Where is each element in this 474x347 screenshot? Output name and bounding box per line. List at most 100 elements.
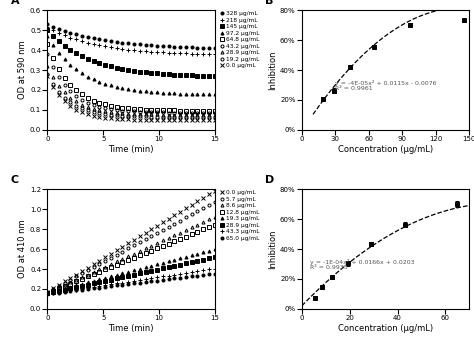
64.8 μg/mL <box>183 109 189 113</box>
65.0 μg/mL <box>206 272 212 276</box>
28.9 μg/mL <box>154 112 160 117</box>
43.3 μg/mL <box>137 278 143 282</box>
97.2 μg/mL <box>91 77 96 82</box>
0.0 μg/mL <box>195 199 201 203</box>
145 μg/mL <box>212 74 218 78</box>
97.2 μg/mL <box>137 89 143 93</box>
0.0 μg/mL <box>177 118 183 122</box>
19.3 μg/mL <box>73 283 79 287</box>
43.3 μg/mL <box>212 266 218 271</box>
0.0 μg/mL <box>102 116 108 120</box>
5.7 μg/mL <box>206 203 212 207</box>
43.2 μg/mL <box>91 103 96 107</box>
43.2 μg/mL <box>50 65 56 69</box>
43.2 μg/mL <box>85 101 91 105</box>
8.6 μg/mL <box>177 230 183 235</box>
97.2 μg/mL <box>189 92 194 96</box>
64.8 μg/mL <box>68 83 73 87</box>
28.9 μg/mL <box>160 266 166 270</box>
0.0 μg/mL <box>172 213 177 218</box>
5.7 μg/mL <box>143 237 148 241</box>
19.2 μg/mL <box>206 115 212 119</box>
28.9 μg/mL <box>62 90 68 94</box>
97.2 μg/mL <box>166 91 172 95</box>
0.0 μg/mL <box>45 290 50 294</box>
28.9 μg/mL <box>177 113 183 117</box>
19.3 μg/mL <box>143 265 148 269</box>
5.7 μg/mL <box>68 277 73 281</box>
43.3 μg/mL <box>45 292 50 296</box>
0.0 μg/mL <box>183 118 189 122</box>
145 μg/mL <box>108 64 114 68</box>
43.3 μg/mL <box>62 289 68 293</box>
43.2 μg/mL <box>125 109 131 113</box>
64.8 μg/mL <box>160 108 166 112</box>
5.7 μg/mL <box>125 246 131 251</box>
0.0 μg/mL <box>85 112 91 116</box>
145 μg/mL <box>91 59 96 63</box>
12.8 μg/mL <box>108 265 114 269</box>
218 μg/mL <box>125 48 131 52</box>
328 μg/mL <box>68 31 73 35</box>
19.3 μg/mL <box>50 289 56 294</box>
64.8 μg/mL <box>119 105 125 110</box>
0.0 μg/mL <box>62 99 68 103</box>
65.0 μg/mL <box>85 287 91 291</box>
328 μg/mL <box>125 41 131 45</box>
328 μg/mL <box>166 44 172 49</box>
12.8 μg/mL <box>137 253 143 257</box>
Legend: 0.0 μg/mL, 5.7 μg/mL, 8.6 μg/mL, 12.8 μg/mL, 19.3 μg/mL, 28.9 μg/mL, 43.3 μg/mL,: 0.0 μg/mL, 5.7 μg/mL, 8.6 μg/mL, 12.8 μg… <box>219 190 259 241</box>
328 μg/mL <box>137 42 143 46</box>
145 μg/mL <box>189 73 194 77</box>
0.0 μg/mL <box>166 217 172 221</box>
328 μg/mL <box>56 27 62 31</box>
19.3 μg/mL <box>201 250 206 254</box>
12.8 μg/mL <box>56 286 62 290</box>
19.2 μg/mL <box>160 115 166 119</box>
Text: C: C <box>10 176 18 186</box>
Line: 43.3 μg/mL: 43.3 μg/mL <box>46 266 217 296</box>
64.8 μg/mL <box>125 106 131 110</box>
12.8 μg/mL <box>154 246 160 250</box>
28.9 μg/mL <box>189 113 194 117</box>
328 μg/mL <box>102 38 108 42</box>
145 μg/mL <box>62 44 68 48</box>
0.0 μg/mL <box>172 118 177 122</box>
Line: 97.2 μg/mL: 97.2 μg/mL <box>46 35 216 96</box>
8.6 μg/mL <box>91 270 96 274</box>
5.7 μg/mL <box>189 212 194 217</box>
43.2 μg/mL <box>160 110 166 115</box>
65.0 μg/mL <box>56 290 62 295</box>
97.2 μg/mL <box>68 62 73 67</box>
19.3 μg/mL <box>166 259 172 263</box>
65.0 μg/mL <box>79 288 85 292</box>
19.3 μg/mL <box>108 274 114 278</box>
28.9 μg/mL <box>195 259 201 263</box>
64.8 μg/mL <box>45 42 50 46</box>
28.9 μg/mL <box>79 102 85 107</box>
65.0 μg/mL <box>148 279 154 283</box>
8.6 μg/mL <box>206 217 212 221</box>
145 μg/mL <box>201 74 206 78</box>
43.2 μg/mL <box>206 111 212 115</box>
97.2 μg/mL <box>172 91 177 95</box>
28.9 μg/mL <box>114 276 119 280</box>
0.0 μg/mL <box>148 118 154 122</box>
218 μg/mL <box>154 50 160 54</box>
19.2 μg/mL <box>91 110 96 114</box>
43.2 μg/mL <box>102 106 108 110</box>
64.8 μg/mL <box>201 109 206 113</box>
43.2 μg/mL <box>131 109 137 113</box>
65.0 μg/mL <box>50 291 56 295</box>
218 μg/mL <box>177 51 183 55</box>
12.8 μg/mL <box>177 237 183 241</box>
97.2 μg/mL <box>56 51 62 55</box>
0.0 μg/mL <box>189 118 194 122</box>
43.3 μg/mL <box>97 284 102 288</box>
0.0 μg/mL <box>56 93 62 97</box>
19.2 μg/mL <box>131 114 137 118</box>
8.6 μg/mL <box>131 252 137 256</box>
19.2 μg/mL <box>125 114 131 118</box>
0.0 μg/mL <box>206 192 212 196</box>
19.3 μg/mL <box>160 261 166 265</box>
